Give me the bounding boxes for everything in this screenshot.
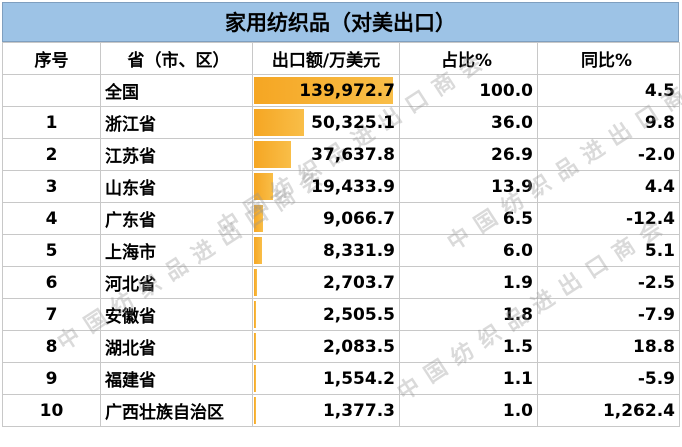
table-row: 9 福建省 1,554.2 1.1 -5.9 [2,362,680,395]
row-index: 10 [2,394,101,427]
row-exports: 2,703.7 [252,266,400,299]
row-index: 9 [2,362,101,395]
row-exports: 2,083.5 [252,330,400,363]
row-province: 山东省 [100,170,253,203]
row-yoy: -12.4 [537,202,680,235]
row-index [2,74,101,107]
table-row: 7 安徽省 2,505.5 1.8 -7.9 [2,298,680,331]
row-exports: 1,554.2 [252,362,400,395]
row-index: 5 [2,234,101,267]
exports-data-bar [254,77,393,104]
row-yoy: 18.8 [537,330,680,363]
row-share: 13.9 [399,170,538,203]
exports-data-bar [254,173,273,200]
table-row: 6 河北省 2,703.7 1.9 -2.5 [2,266,680,299]
row-share: 6.5 [399,202,538,235]
header-exports: 出口额/万美元 [252,42,400,75]
exports-value: 139,972.7 [299,80,395,101]
table-row: 3 山东省 19,433.9 13.9 4.4 [2,170,680,203]
table-row: 8 湖北省 2,083.5 1.5 18.8 [2,330,680,363]
row-province: 全国 [100,74,253,107]
row-province: 广东省 [100,202,253,235]
exports-data-bar [254,205,263,232]
exports-data-bar [254,301,256,328]
row-yoy: -2.5 [537,266,680,299]
table-row: 10 广西壮族自治区 1,377.3 1.0 1,262.4 [2,394,680,427]
row-exports: 1,377.3 [252,394,400,427]
exports-data-bar [254,333,256,360]
table-row: 2 江苏省 37,637.8 26.9 -2.0 [2,138,680,171]
row-index: 7 [2,298,101,331]
header-yoy: 同比% [537,42,680,75]
exports-data-bar [254,269,257,296]
row-index: 2 [2,138,101,171]
row-exports: 19,433.9 [252,170,400,203]
exports-value: 1,377.3 [322,400,395,421]
table-row: 5 上海市 8,331.9 6.0 5.1 [2,234,680,267]
table-row: 全国 139,972.7 100.0 4.5 [2,74,680,107]
header-row: 序号 省（市、区） 出口额/万美元 占比% 同比% [2,42,680,75]
row-index: 8 [2,330,101,363]
exports-data-bar [254,141,291,168]
row-share: 1.8 [399,298,538,331]
row-yoy: 4.4 [537,170,680,203]
exports-value: 37,637.8 [311,144,395,165]
row-share: 1.1 [399,362,538,395]
row-province: 江苏省 [100,138,253,171]
row-index: 6 [2,266,101,299]
export-table: 序号 省（市、区） 出口额/万美元 占比% 同比% 全国 139,972.7 100… [2,42,680,427]
row-province: 湖北省 [100,330,253,363]
row-share: 1.0 [399,394,538,427]
row-province: 河北省 [100,266,253,299]
row-exports: 8,331.9 [252,234,400,267]
row-index: 4 [2,202,101,235]
row-province: 福建省 [100,362,253,395]
row-province: 安徽省 [100,298,253,331]
table-row: 1 浙江省 50,325.1 36.0 9.8 [2,106,680,139]
exports-value: 9,066.7 [322,208,395,229]
exports-value: 50,325.1 [311,112,395,133]
exports-value: 2,505.5 [322,304,395,325]
row-share: 36.0 [399,106,538,139]
row-province: 上海市 [100,234,253,267]
row-exports: 139,972.7 [252,74,400,107]
row-index: 3 [2,170,101,203]
row-exports: 50,325.1 [252,106,400,139]
table-row: 4 广东省 9,066.7 6.5 -12.4 [2,202,680,235]
row-yoy: -5.9 [537,362,680,395]
row-share: 1.5 [399,330,538,363]
row-yoy: -2.0 [537,138,680,171]
row-share: 1.9 [399,266,538,299]
table-title: 家用纺织品（对美出口） [2,2,679,42]
exports-data-bar [254,397,256,424]
row-yoy: 4.5 [537,74,680,107]
exports-value: 2,083.5 [322,336,395,357]
row-share: 26.9 [399,138,538,171]
row-index: 1 [2,106,101,139]
row-share: 100.0 [399,74,538,107]
exports-value: 1,554.2 [322,368,395,389]
row-yoy: 5.1 [537,234,680,267]
header-province: 省（市、区） [100,42,253,75]
exports-value: 19,433.9 [311,176,395,197]
exports-value: 8,331.9 [322,240,395,261]
header-share: 占比% [399,42,538,75]
row-yoy: -7.9 [537,298,680,331]
row-exports: 9,066.7 [252,202,400,235]
exports-data-bar [254,365,256,392]
row-exports: 37,637.8 [252,138,400,171]
row-province: 广西壮族自治区 [100,394,253,427]
row-yoy: 9.8 [537,106,680,139]
row-exports: 2,505.5 [252,298,400,331]
row-share: 6.0 [399,234,538,267]
row-yoy: 1,262.4 [537,394,680,427]
exports-data-bar [254,237,262,264]
exports-data-bar [254,109,304,136]
header-index: 序号 [2,42,101,75]
row-province: 浙江省 [100,106,253,139]
exports-value: 2,703.7 [322,272,395,293]
